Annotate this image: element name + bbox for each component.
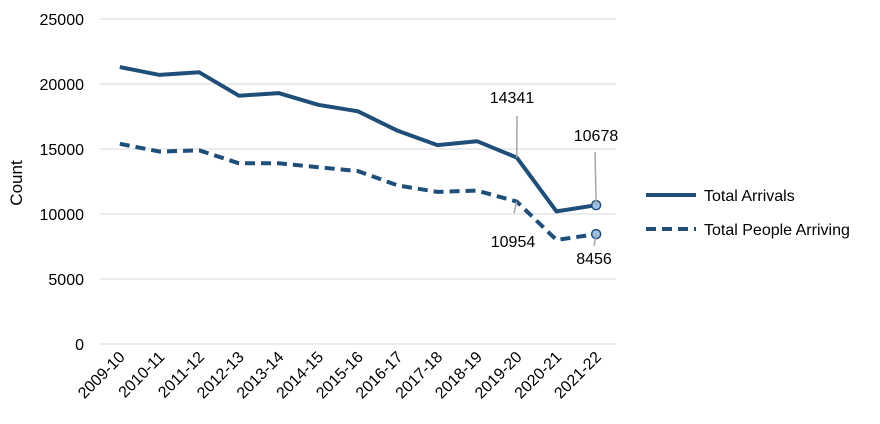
y-axis-label: Count (7, 160, 26, 206)
y-tick-label: 10000 (40, 207, 85, 224)
legend: Total Arrivals Total People Arriving (646, 188, 850, 239)
annotation-leader (594, 151, 597, 206)
gridlines (100, 18, 616, 345)
y-tick-label: 5000 (48, 272, 84, 289)
annotation-leader (593, 233, 597, 247)
y-tick-label: 15000 (40, 142, 85, 159)
series-line-1 (119, 65, 597, 214)
data-label: 8456 (576, 251, 612, 268)
data-label: 14341 (490, 90, 535, 107)
annotation-leader (513, 201, 518, 214)
data-label: 10954 (491, 234, 536, 251)
series-lines (119, 65, 602, 242)
x-axis-ticks: 2009-102010-112011-122012-132013-142014-… (75, 349, 605, 403)
legend-label: Total Arrivals (704, 188, 795, 205)
legend-label: Total People Arriving (704, 222, 850, 239)
annotations: 14341 10678 10954 8456 (490, 90, 619, 268)
y-axis-ticks: 0 5000 10000 15000 20000 25000 (40, 12, 85, 354)
series-line-2 (119, 141, 597, 242)
data-label: 10678 (574, 128, 619, 145)
y-tick-label: 20000 (40, 77, 85, 94)
y-tick-label: 25000 (40, 12, 85, 29)
y-tick-label: 0 (75, 337, 84, 354)
